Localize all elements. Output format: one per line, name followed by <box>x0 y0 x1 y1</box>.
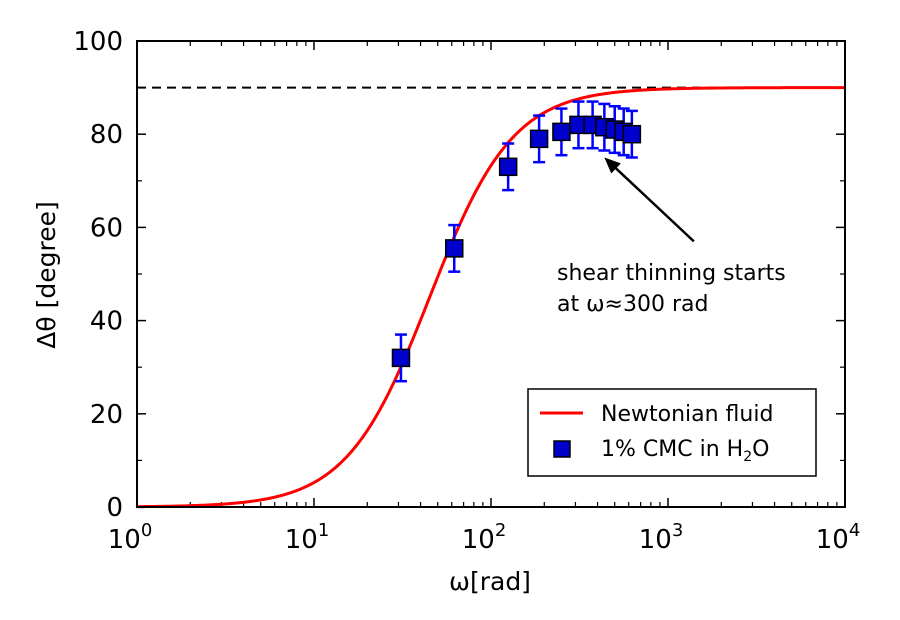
y-tick-label: 100 <box>73 27 123 57</box>
y-tick-label: 20 <box>90 400 123 430</box>
x-tick-label-base: 10 <box>639 525 672 555</box>
cmc-series <box>391 100 642 383</box>
y-axis-title: Δθ [degree] <box>32 201 61 348</box>
data-point <box>529 129 549 149</box>
legend-box <box>527 388 817 477</box>
annotation-arrow <box>615 167 695 243</box>
plot-frame <box>136 40 846 508</box>
legend-entry-newtonian: Newtonian fluid <box>601 402 773 427</box>
y-tick-label: 0 <box>106 493 123 523</box>
x-tick-label-exp: 2 <box>495 520 506 541</box>
x-tick-label: 102 <box>462 520 507 555</box>
x-axis-ticks: 100 101 102 103 104 <box>108 41 861 555</box>
data-point <box>498 157 518 177</box>
y-tick-label: 80 <box>90 120 123 150</box>
annotation-line-1: shear thinning starts <box>557 261 786 286</box>
x-tick-label: 104 <box>816 520 861 555</box>
x-tick-label-base: 10 <box>108 525 141 555</box>
legend: Newtonian fluid 1% CMC in H2O <box>527 388 817 477</box>
annotation: shear thinning starts at ω≈300 rad <box>557 157 786 317</box>
x-tick-label-exp: 1 <box>318 520 329 541</box>
x-tick-label-base: 10 <box>462 525 495 555</box>
legend-entry-cmc-prefix: 1% CMC in H <box>601 437 743 462</box>
data-point <box>391 348 411 368</box>
legend-entry-cmc-suffix: O <box>752 437 769 462</box>
data-point <box>622 124 642 144</box>
annotation-line-2: at ω≈300 rad <box>557 292 708 317</box>
x-tick-label: 101 <box>285 520 330 555</box>
x-tick-label: 103 <box>639 520 684 555</box>
y-tick-label: 40 <box>90 307 123 337</box>
x-tick-label-exp: 4 <box>849 520 860 541</box>
legend-entry-cmc: 1% CMC in H2O <box>601 437 769 465</box>
x-axis-title: ω[rad] <box>449 567 531 596</box>
data-point <box>445 239 464 258</box>
x-tick-label-exp: 3 <box>672 520 683 541</box>
annotation-arrowhead <box>604 157 621 174</box>
x-tick-label: 100 <box>108 520 153 555</box>
legend-entry-cmc-sub: 2 <box>743 449 752 465</box>
x-tick-label-base: 10 <box>285 525 318 555</box>
x-tick-label-base: 10 <box>816 525 849 555</box>
legend-swatch-marker <box>553 440 571 458</box>
x-tick-label-exp: 0 <box>141 520 152 541</box>
newtonian-fluid-curve <box>136 86 845 509</box>
y-tick-label: 60 <box>90 213 123 243</box>
data-point <box>552 122 571 142</box>
